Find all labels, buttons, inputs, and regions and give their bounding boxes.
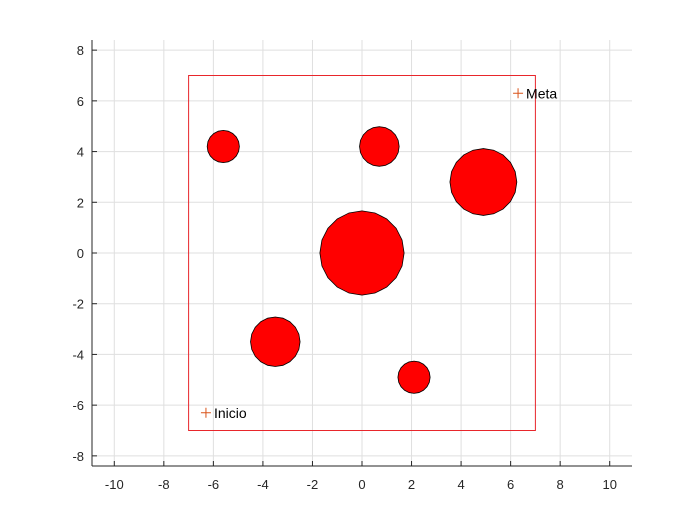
y-tick-label: 4 [77,145,84,160]
obstacle-circle [206,129,240,164]
x-tick-label: 0 [358,477,365,492]
obstacle-circle [359,126,400,167]
x-tick-label: 4 [457,477,464,492]
x-tick-label: -8 [158,477,170,492]
y-tick-label: 8 [77,43,84,58]
obstacle-circle [397,360,431,394]
x-tick-label: -4 [257,477,269,492]
y-tick-label: -4 [72,347,84,362]
x-tick-label: 2 [408,477,415,492]
y-tick-label: -6 [72,398,84,413]
y-tick-label: 6 [77,94,84,109]
y-tick-label: -8 [72,449,84,464]
x-tick-label: -2 [307,477,319,492]
marker-inicio: Inicio [200,405,247,421]
obstacle-circle [250,316,301,367]
marker-meta: Meta [513,85,557,101]
y-tick-label: -2 [72,297,84,312]
marker-label: Meta [526,85,557,101]
obstacles [206,126,518,394]
y-tick-label: 0 [77,246,84,261]
x-tick-label: -10 [105,477,124,492]
workspace-boundary-layer [188,75,536,431]
y-tick-label: 2 [77,195,84,210]
markers: Inicio Meta [200,85,557,421]
x-tick-label: 10 [602,477,616,492]
obstacle-circle [449,148,518,216]
x-tick-label: -6 [208,477,220,492]
obstacle-circle [319,210,405,296]
ticks: -10 -8 -6 -4 -2 0 2 4 6 8 10 -8 -6 -4 -2 0 2 4 6 8 [72,43,617,492]
marker-label: Inicio [214,405,247,421]
workspace-boundary [188,75,536,431]
x-tick-label: 8 [557,477,564,492]
x-tick-label: 6 [507,477,514,492]
